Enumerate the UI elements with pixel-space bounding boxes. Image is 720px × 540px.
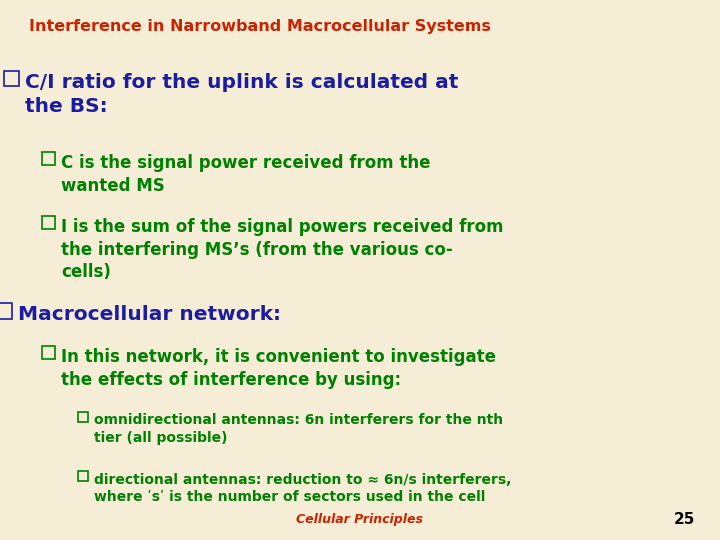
Text: C/I ratio for the uplink is calculated at
the BS:: C/I ratio for the uplink is calculated a… xyxy=(25,73,459,116)
Text: omnidirectional antennas: 6n interferers for the nth
tier (all possible): omnidirectional antennas: 6n interferers… xyxy=(94,413,503,445)
Text: Interference in Narrowband Macrocellular Systems: Interference in Narrowband Macrocellular… xyxy=(29,19,490,34)
Text: Macrocellular network:: Macrocellular network: xyxy=(18,305,281,324)
Text: directional antennas: reduction to ≈ 6n/s interferers,
where ʹsʹ is the number o: directional antennas: reduction to ≈ 6n/… xyxy=(94,472,511,504)
Text: In this network, it is convenient to investigate
the effects of interference by : In this network, it is convenient to inv… xyxy=(61,348,496,389)
Text: I is the sum of the signal powers received from
the interfering MS’s (from the v: I is the sum of the signal powers receiv… xyxy=(61,218,504,281)
Text: C is the signal power received from the
wanted MS: C is the signal power received from the … xyxy=(61,154,431,195)
Text: 25: 25 xyxy=(673,511,695,526)
Text: Cellular Principles: Cellular Principles xyxy=(297,514,423,526)
